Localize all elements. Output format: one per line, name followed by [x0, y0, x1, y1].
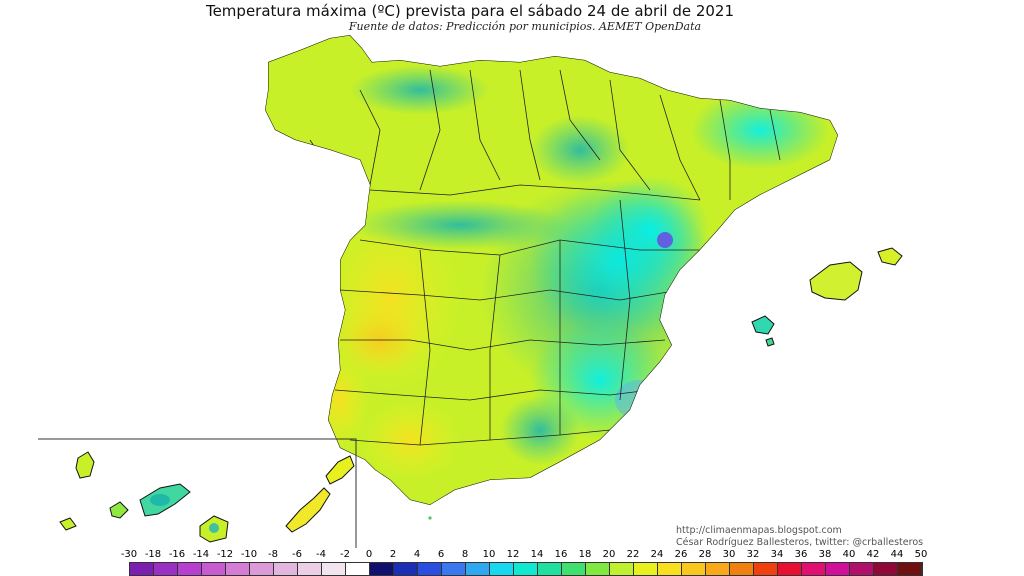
legend-swatch	[154, 563, 178, 575]
legend-label: 34	[770, 549, 784, 560]
legend-swatch	[874, 563, 898, 575]
legend-label: -4	[316, 549, 326, 560]
legend-label: 24	[650, 549, 664, 560]
legend-label: -10	[240, 549, 258, 560]
legend-swatch	[394, 563, 418, 575]
legend-swatch	[466, 563, 490, 575]
legend-label: -6	[292, 549, 302, 560]
legend-label: 40	[842, 549, 856, 560]
credits: http://climaenmapas.blogspot.com César R…	[676, 525, 923, 549]
legend-label: 0	[365, 549, 373, 560]
color-scale-legend	[129, 562, 923, 576]
legend-label: 22	[626, 549, 640, 560]
legend-swatch	[850, 563, 874, 575]
legend-label: -18	[144, 549, 162, 560]
legend-label: 12	[506, 549, 520, 560]
legend-swatch	[562, 563, 586, 575]
legend-swatch	[538, 563, 562, 575]
legend-swatch	[130, 563, 154, 575]
legend-swatch	[634, 563, 658, 575]
legend-swatch	[370, 563, 394, 575]
legend-swatch	[586, 563, 610, 575]
legend-swatch	[802, 563, 826, 575]
balearic-islands	[751, 247, 903, 347]
legend-swatch	[250, 563, 274, 575]
legend-label: 16	[554, 549, 568, 560]
legend-swatch	[418, 563, 442, 575]
legend-label: -16	[168, 549, 186, 560]
legend-swatch	[322, 563, 346, 575]
legend-swatch	[730, 563, 754, 575]
legend-swatch	[610, 563, 634, 575]
legend-label: 28	[698, 549, 712, 560]
legend-label: -14	[192, 549, 210, 560]
legend-swatch	[754, 563, 778, 575]
legend-swatch	[178, 563, 202, 575]
legend-swatch	[274, 563, 298, 575]
legend-swatch	[490, 563, 514, 575]
legend-labels: -30 -18 -16 -14 -12 -10 -8 -6 -4 -2 0 2 4 6 8 10 12 14 16 1…	[119, 549, 939, 561]
legend-swatch	[298, 563, 322, 575]
map-title: Temperatura máxima (ºC) prevista para el…	[205, 2, 735, 20]
legend-label: 50	[914, 549, 928, 560]
legend-swatch	[778, 563, 802, 575]
credits-blog: http://climaenmapas.blogspot.com	[676, 525, 842, 536]
iberian-peninsula	[265, 35, 838, 505]
legend-swatch	[898, 563, 922, 575]
legend-swatch	[706, 563, 730, 575]
legend-swatch	[202, 563, 226, 575]
legend-label: 30	[722, 549, 736, 560]
legend-swatch	[682, 563, 706, 575]
legend-label: -2	[340, 549, 350, 560]
legend-swatch	[346, 563, 370, 575]
legend-swatch	[826, 563, 850, 575]
legend-label: -8	[268, 549, 278, 560]
legend-label: 18	[578, 549, 592, 560]
legend-label: 8	[461, 549, 469, 560]
legend-label: 32	[746, 549, 760, 560]
legend-swatch	[514, 563, 538, 575]
legend-swatch	[658, 563, 682, 575]
legend-label: 36	[794, 549, 808, 560]
legend-label: 44	[890, 549, 904, 560]
legend-swatch	[226, 563, 250, 575]
legend-label: -12	[216, 549, 234, 560]
credits-author: César Rodríguez Ballesteros, twitter: @c…	[676, 537, 924, 548]
legend-label: 42	[866, 549, 880, 560]
legend-label: 14	[530, 549, 544, 560]
legend-label: -30	[120, 549, 138, 560]
legend-label: 38	[818, 549, 832, 560]
legend-label: 10	[482, 549, 496, 560]
legend-label: 4	[413, 549, 421, 560]
legend-label: 2	[389, 549, 397, 560]
map-subtitle: Fuente de datos: Predicción por municipi…	[348, 20, 702, 33]
legend-label: 6	[437, 549, 445, 560]
legend-swatch	[442, 563, 466, 575]
legend-label: 20	[602, 549, 616, 560]
legend-label: 26	[674, 549, 688, 560]
canary-islands-inset	[38, 438, 357, 548]
